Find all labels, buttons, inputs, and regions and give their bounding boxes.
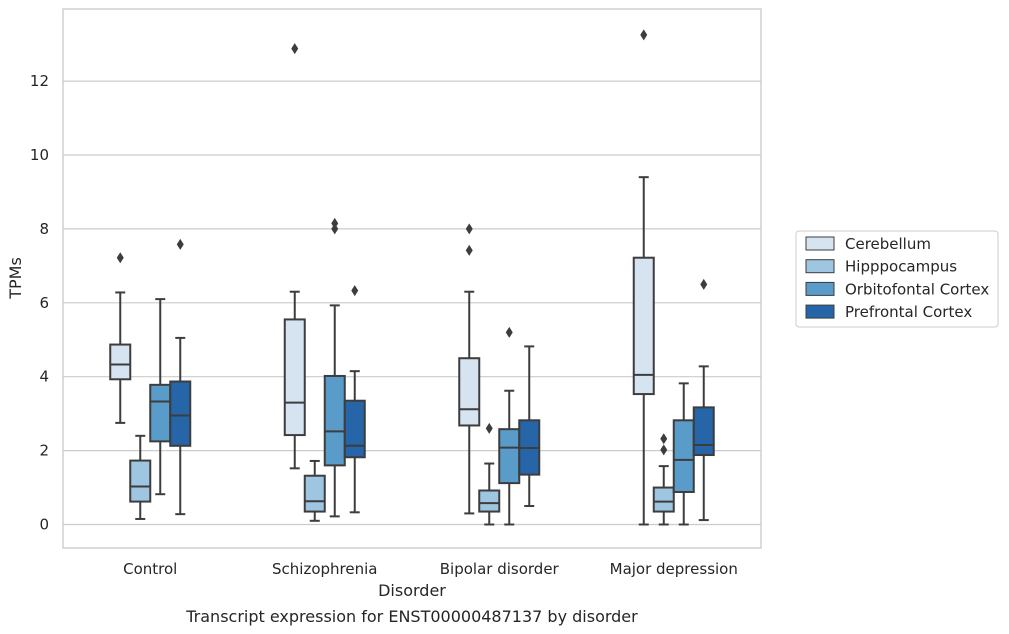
box-group: [652, 433, 675, 526]
box-group: [518, 345, 541, 508]
box-group: [109, 252, 132, 424]
legend-label: Hipppocampus: [845, 258, 957, 276]
y-tick-label: 0: [39, 516, 49, 534]
legend: Cerebellum Hipppocampus Orbitofontal Corte…: [795, 230, 999, 328]
box-group: [692, 278, 715, 522]
box-group: [632, 29, 655, 526]
legend-frame: [795, 230, 999, 328]
x-tick-label: Control: [123, 560, 177, 578]
outlier-point: [505, 326, 513, 338]
x-tick-labels: Control Schizophrenia Bipolar disorder Majo…: [123, 560, 738, 578]
box-iqr: [149, 383, 172, 443]
box-iqr: [478, 489, 501, 513]
box-group: [323, 217, 346, 518]
x-tick-label: Major depression: [610, 560, 738, 578]
box-iqr: [303, 474, 326, 513]
y-axis-label: TPMs: [6, 257, 25, 300]
box-iqr: [672, 419, 695, 493]
legend-swatch: [805, 281, 835, 296]
legend-label: Cerebellum: [845, 235, 931, 253]
outlier-point: [116, 252, 124, 264]
outlier-point: [660, 433, 668, 445]
outlier-point: [700, 278, 708, 290]
outlier-point: [485, 422, 493, 434]
x-tick-label: Schizophrenia: [272, 560, 377, 578]
box-group: [303, 459, 326, 522]
outlier-point: [465, 244, 473, 256]
box-group: [672, 382, 695, 526]
outlier-point: [640, 29, 648, 41]
box-group: [458, 223, 481, 515]
outlier-point: [465, 223, 473, 235]
outlier-point: [176, 238, 184, 250]
box-iqr: [129, 459, 152, 503]
y-tick-label: 4: [39, 368, 49, 386]
outlier-point: [331, 217, 339, 229]
box-iqr: [109, 343, 132, 381]
x-axis-label: Disorder: [378, 581, 446, 600]
box-iqr: [343, 399, 366, 459]
box-iqr: [652, 486, 675, 513]
plot-area-frame: [62, 8, 762, 549]
figure-caption: Transcript expression for ENST0000048713…: [185, 607, 638, 626]
legend-swatch: [805, 259, 835, 274]
x-tick-label: Bipolar disorder: [440, 560, 560, 578]
box-iqr: [692, 406, 715, 457]
box-group: [129, 434, 152, 520]
box-group: [149, 298, 172, 496]
box-group: [498, 326, 521, 526]
box-marks: [109, 29, 715, 526]
y-tick-labels: 0 2 4 6 8 10 12: [30, 72, 49, 533]
y-tick-label: 12: [30, 72, 49, 90]
box-iqr: [632, 256, 655, 396]
outlier-point: [660, 444, 668, 456]
y-tick-label: 8: [39, 220, 49, 238]
y-tick-label: 6: [39, 294, 49, 312]
box-iqr: [498, 428, 521, 485]
outlier-point: [351, 285, 359, 297]
box-group: [169, 238, 192, 516]
legend-label: Prefrontal Cortex: [845, 303, 972, 321]
outlier-point: [331, 223, 339, 235]
box-group: [343, 285, 366, 514]
legend-swatch: [805, 236, 835, 251]
grid-lines: [63, 80, 761, 526]
y-tick-label: 10: [30, 146, 49, 164]
box-iqr: [458, 357, 481, 427]
legend-swatch: [805, 304, 835, 319]
box-iqr: [283, 318, 306, 437]
box-iqr: [169, 380, 192, 447]
box-iqr: [323, 374, 346, 467]
box-group: [283, 43, 306, 470]
box-group: [478, 422, 501, 526]
y-tick-label: 2: [39, 442, 49, 460]
legend-label: Orbitofontal Cortex: [845, 280, 989, 298]
outlier-point: [291, 43, 299, 55]
